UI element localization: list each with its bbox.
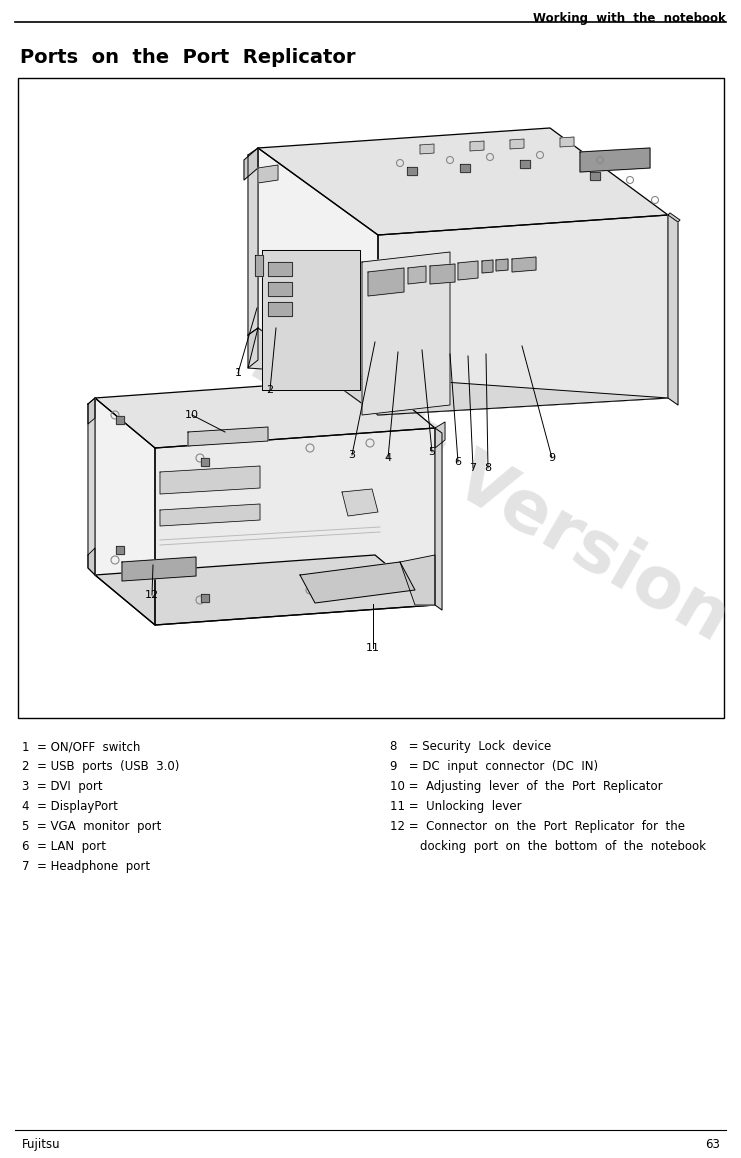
Polygon shape bbox=[122, 557, 196, 581]
Text: 10 =  Adjusting  lever  of  the  Port  Replicator: 10 = Adjusting lever of the Port Replica… bbox=[390, 780, 662, 793]
Polygon shape bbox=[496, 259, 508, 271]
Text: 9   = DC  input  connector  (DC  IN): 9 = DC input connector (DC IN) bbox=[390, 760, 598, 774]
Polygon shape bbox=[362, 252, 450, 415]
Text: Working  with  the  notebook: Working with the notebook bbox=[534, 12, 726, 25]
Polygon shape bbox=[458, 261, 478, 280]
Text: 7  = Headphone  port: 7 = Headphone port bbox=[22, 860, 150, 873]
Text: 4: 4 bbox=[385, 453, 391, 463]
Polygon shape bbox=[201, 459, 209, 466]
Text: 11: 11 bbox=[366, 643, 380, 653]
Polygon shape bbox=[460, 164, 470, 173]
Polygon shape bbox=[258, 148, 378, 415]
Text: 6  = LAN  port: 6 = LAN port bbox=[22, 840, 106, 853]
Text: 3  = DVI  port: 3 = DVI port bbox=[22, 780, 102, 793]
Text: 3: 3 bbox=[348, 450, 356, 460]
Polygon shape bbox=[512, 257, 536, 272]
Text: 10: 10 bbox=[185, 410, 199, 420]
Polygon shape bbox=[248, 328, 258, 368]
Text: 8   = Security  Lock  device: 8 = Security Lock device bbox=[390, 740, 551, 753]
Polygon shape bbox=[668, 213, 680, 222]
Polygon shape bbox=[300, 562, 415, 603]
Polygon shape bbox=[116, 416, 124, 424]
Polygon shape bbox=[560, 137, 574, 147]
Polygon shape bbox=[88, 398, 95, 424]
Text: 1: 1 bbox=[234, 368, 242, 378]
Polygon shape bbox=[188, 427, 268, 446]
Polygon shape bbox=[116, 547, 124, 554]
Polygon shape bbox=[95, 378, 435, 448]
Text: 12 =  Connector  on  the  Port  Replicator  for  the: 12 = Connector on the Port Replicator fo… bbox=[390, 820, 685, 833]
Polygon shape bbox=[95, 398, 155, 625]
Polygon shape bbox=[407, 167, 417, 175]
Polygon shape bbox=[470, 141, 484, 151]
Text: 4  = DisplayPort: 4 = DisplayPort bbox=[22, 800, 118, 813]
Text: Fujitsu: Fujitsu bbox=[22, 1138, 61, 1151]
Text: 1  = ON/OFF  switch: 1 = ON/OFF switch bbox=[22, 740, 140, 753]
Polygon shape bbox=[510, 139, 524, 149]
Polygon shape bbox=[435, 422, 445, 448]
Text: 9: 9 bbox=[548, 453, 556, 463]
Text: docking  port  on  the  bottom  of  the  notebook: docking port on the bottom of the notebo… bbox=[390, 840, 706, 853]
Text: 8: 8 bbox=[485, 463, 491, 472]
Polygon shape bbox=[244, 148, 258, 179]
Polygon shape bbox=[201, 594, 209, 602]
Polygon shape bbox=[400, 555, 435, 604]
Polygon shape bbox=[248, 328, 668, 415]
Polygon shape bbox=[160, 504, 260, 526]
Polygon shape bbox=[268, 302, 292, 316]
Polygon shape bbox=[160, 466, 260, 494]
Polygon shape bbox=[268, 283, 292, 296]
Polygon shape bbox=[95, 555, 435, 625]
Polygon shape bbox=[258, 164, 278, 183]
Text: 7: 7 bbox=[470, 463, 476, 472]
Polygon shape bbox=[430, 264, 455, 284]
Polygon shape bbox=[88, 548, 95, 576]
Polygon shape bbox=[155, 428, 435, 625]
Text: 2: 2 bbox=[267, 384, 273, 395]
Polygon shape bbox=[482, 261, 493, 273]
Text: 5: 5 bbox=[428, 447, 436, 457]
Polygon shape bbox=[435, 428, 442, 610]
Text: Ports  on  the  Port  Replicator: Ports on the Port Replicator bbox=[20, 47, 356, 67]
Polygon shape bbox=[342, 489, 378, 516]
Text: Draft Version: Draft Version bbox=[239, 325, 741, 655]
Text: 5  = VGA  monitor  port: 5 = VGA monitor port bbox=[22, 820, 162, 833]
Polygon shape bbox=[520, 160, 530, 168]
Text: 12: 12 bbox=[145, 589, 159, 600]
Polygon shape bbox=[378, 215, 668, 415]
Text: 6: 6 bbox=[454, 457, 462, 467]
Polygon shape bbox=[248, 148, 258, 335]
Polygon shape bbox=[262, 250, 360, 390]
Polygon shape bbox=[668, 215, 678, 405]
Polygon shape bbox=[268, 262, 292, 276]
Text: 63: 63 bbox=[705, 1138, 720, 1151]
Polygon shape bbox=[88, 398, 95, 576]
Polygon shape bbox=[580, 148, 650, 173]
Bar bbox=[18, 78, 724, 718]
Polygon shape bbox=[590, 173, 600, 179]
Polygon shape bbox=[408, 266, 426, 284]
Polygon shape bbox=[255, 255, 263, 276]
Polygon shape bbox=[258, 129, 668, 235]
Text: 2  = USB  ports  (USB  3.0): 2 = USB ports (USB 3.0) bbox=[22, 760, 179, 774]
Text: 11 =  Unlocking  lever: 11 = Unlocking lever bbox=[390, 800, 522, 813]
Polygon shape bbox=[420, 144, 434, 154]
Polygon shape bbox=[368, 267, 404, 296]
